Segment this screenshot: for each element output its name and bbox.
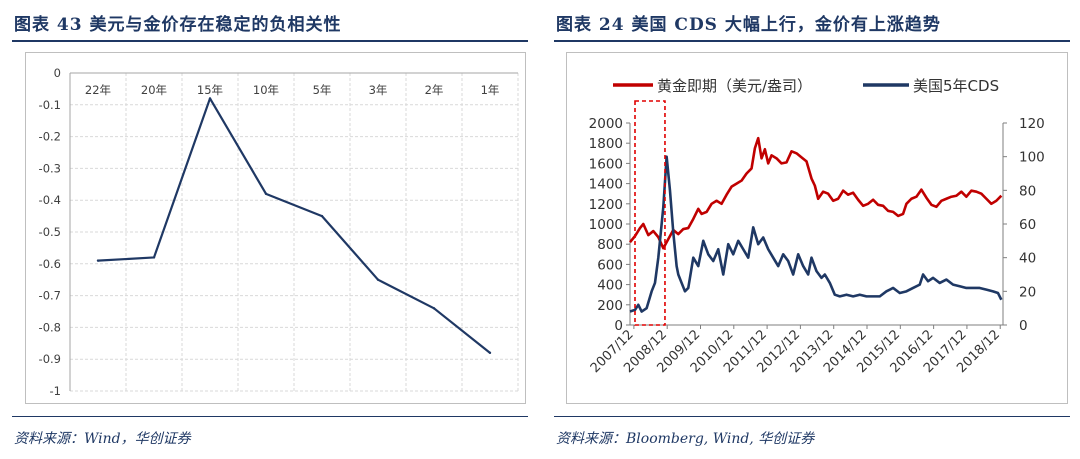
data-point <box>432 307 436 310</box>
data-point <box>152 256 156 259</box>
left-chart-title: 图表 43 美元与金价存在稳定的负相关性 <box>14 15 342 35</box>
y-right-tick-label: 0 <box>1019 318 1028 334</box>
y-right-tick-label: 100 <box>1019 150 1045 166</box>
right-chart-frame: 黄金即期（美元/盎司） 美国5年CDS 2000 1800 1600 1400 1200 10… <box>566 52 1068 404</box>
y-right-tick-label: 20 <box>1019 284 1036 300</box>
y-tick-label: -0.7 <box>39 289 61 303</box>
legend-cds-label: 美国5年CDS <box>913 77 999 95</box>
y-left-tick-label: 1200 <box>589 197 623 213</box>
y-tick-label: -0.8 <box>39 320 61 334</box>
x-tick-label: 2年 <box>425 83 444 97</box>
y-tick-label: -0.4 <box>39 193 61 207</box>
y-right-tick-label: 80 <box>1019 183 1036 199</box>
y-right-tick-label: 60 <box>1019 217 1036 233</box>
left-title-rule <box>12 40 528 42</box>
y-left-tick-label: 400 <box>597 278 623 294</box>
us-5y-cds-line <box>629 155 1003 313</box>
y-tick-label: -0.9 <box>39 352 61 366</box>
right-chart-title: 图表 24 美国 CDS 大幅上行，金价有上涨趋势 <box>556 15 941 35</box>
cds-gold-dual-axis-chart: 黄金即期（美元/盎司） 美国5年CDS2000180016001400120010… <box>588 77 1045 376</box>
data-point <box>96 259 100 262</box>
correlation-line-chart: 0 -0.1 -0.2 -0.3 -0.4 -0.5 -0.6 -0.7 -0.8 -0.9 -1 2… <box>39 66 519 398</box>
y-left-tick-label: 2000 <box>589 116 623 132</box>
left-chart-frame: 0 -0.1 -0.2 -0.3 -0.4 -0.5 -0.6 -0.7 -0.8 -0.9 -1 2… <box>25 52 526 404</box>
y-right-tick-label: 40 <box>1019 251 1036 267</box>
x-tick-label: 20年 <box>141 83 167 97</box>
y-left-tick-label: 1000 <box>589 217 623 233</box>
left-source-note: 资料来源：Wind，华创证券 <box>14 431 191 447</box>
data-point <box>320 214 324 218</box>
data-point <box>488 351 492 355</box>
y-left-tick-label: 1800 <box>589 136 623 152</box>
gold-spot-line <box>628 136 1003 250</box>
x-tick-label: 5年 <box>313 83 332 97</box>
right-source-rule <box>554 416 1070 417</box>
y-right-tick-label: 120 <box>1019 116 1045 132</box>
y-left-tick-label: 600 <box>597 257 623 273</box>
y-left-tick-label: 1600 <box>589 156 623 172</box>
x-tick-label: 3年 <box>369 83 388 97</box>
data-point <box>376 278 380 281</box>
x-tick-label: 15年 <box>197 83 223 97</box>
y-left-tick-label: 0 <box>614 318 623 334</box>
correlation-series-line <box>97 97 491 354</box>
y-tick-label: 0 <box>54 66 61 80</box>
legend-gold-label: 黄金即期（美元/盎司） <box>657 77 812 95</box>
data-point <box>208 97 212 100</box>
y-left-tick-label: 200 <box>597 298 623 314</box>
left-source-rule <box>12 416 528 417</box>
crisis-highlight-box <box>634 100 666 326</box>
y-tick-label: -0.3 <box>39 161 61 175</box>
x-tick-label: 22年 <box>85 83 111 97</box>
x-tick-label: 10年 <box>253 83 279 97</box>
right-title-rule <box>554 40 1070 42</box>
y-left-tick-label: 800 <box>597 237 623 253</box>
y-tick-label: -0.2 <box>39 130 61 144</box>
right-source-note: 资料来源：Bloomberg, Wind, 华创证券 <box>556 431 815 447</box>
y-tick-label: -0.5 <box>39 225 61 239</box>
data-point <box>264 192 268 196</box>
y-tick-label: -0.1 <box>39 98 61 112</box>
y-tick-label: -0.6 <box>39 257 61 271</box>
y-left-tick-label: 1400 <box>589 177 623 193</box>
y-tick-label: -1 <box>50 384 61 398</box>
x-tick-label: 1年 <box>481 83 500 97</box>
